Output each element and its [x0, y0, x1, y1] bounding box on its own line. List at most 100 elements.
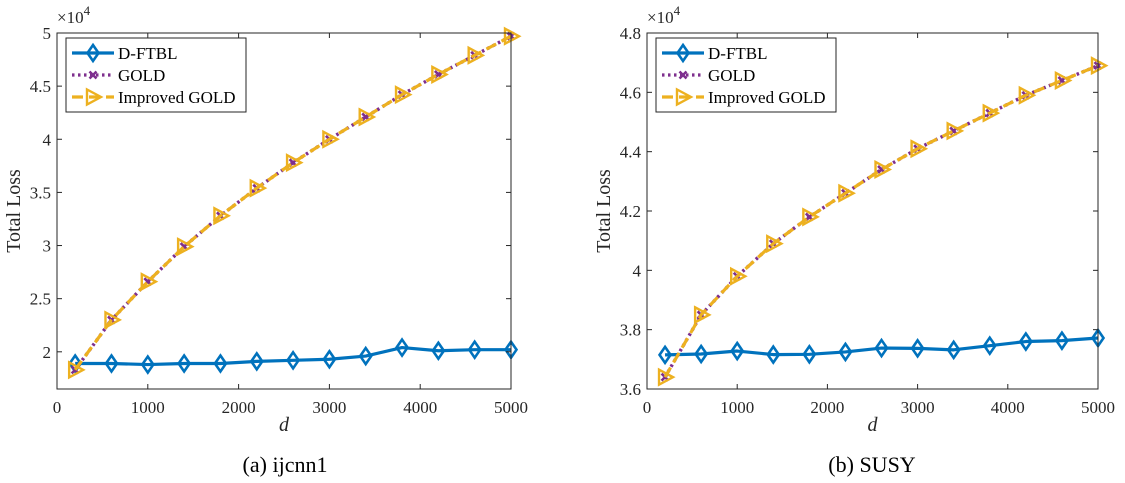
y-tick-label: 4.6: [620, 83, 641, 102]
data-point-dftbl: [982, 335, 997, 356]
data-point-dftbl: [946, 339, 961, 361]
legend-item-improved: Improved GOLD: [662, 87, 826, 107]
y-axis-multiplier: ×104: [57, 3, 91, 27]
data-point-improved: [910, 139, 929, 159]
data-point-dftbl: [657, 344, 673, 366]
data-point-dftbl: [177, 353, 192, 374]
x-tick-label: 2000: [810, 398, 844, 417]
data-point-improved: [874, 159, 893, 179]
series-line-improved: [663, 64, 1099, 378]
y-tick-label: 3.6: [620, 380, 641, 399]
y-tick-label: 3: [43, 237, 52, 256]
x-axis-label: d: [868, 414, 879, 436]
series-dftbl: [68, 337, 519, 375]
data-point-dftbl: [286, 350, 301, 371]
data-point-improved: [140, 272, 159, 292]
x-tick-label: 3000: [901, 398, 935, 417]
multiplier-exponent: 4: [674, 3, 681, 18]
legend-label: D-FTBL: [118, 44, 178, 63]
y-tick-label: 4.4: [620, 143, 642, 162]
legend: D-FTBL GOLD Improved GOLD: [65, 37, 247, 113]
data-point-dftbl: [766, 344, 781, 365]
data-point-improved: [503, 26, 522, 46]
x-tick-label: 3000: [312, 398, 346, 417]
data-point-improved: [1090, 56, 1109, 76]
data-point-improved: [394, 85, 413, 105]
multiplier-base: ×10: [647, 8, 674, 27]
x-tick-label: 4000: [403, 398, 437, 417]
data-point-dftbl: [140, 354, 155, 375]
x-tick-label: 1000: [131, 398, 165, 417]
x-tick-label: 1000: [720, 398, 754, 417]
data-point-dftbl: [838, 341, 853, 363]
data-point-improved: [285, 153, 304, 173]
data-point-improved: [982, 103, 1001, 123]
data-point-dftbl: [874, 337, 889, 359]
data-point-improved: [657, 367, 676, 387]
series-line-dftbl: [75, 345, 511, 367]
legend-item-gold: GOLD: [662, 66, 755, 85]
legend-item-dftbl: D-FTBL: [72, 42, 178, 64]
legend-marker: [675, 87, 694, 107]
x-axis-label: d: [279, 414, 290, 436]
multiplier-exponent: 4: [84, 3, 91, 18]
data-point-improved: [176, 237, 195, 257]
y-tick-label: 4.2: [620, 202, 641, 221]
data-point-dftbl: [394, 337, 410, 358]
y-tick-label: 4.5: [30, 77, 51, 96]
x-tick-label: 2000: [222, 398, 256, 417]
y-tick-label: 3.5: [30, 183, 51, 202]
legend-marker: [678, 70, 688, 80]
legend-item-gold: GOLD: [72, 66, 165, 85]
y-axis-label: Total Loss: [593, 169, 615, 253]
data-point-improved: [104, 310, 123, 330]
data-point-improved: [946, 121, 965, 141]
y-axis-multiplier: ×104: [647, 3, 681, 27]
data-point-improved: [213, 206, 231, 226]
data-point-improved: [467, 45, 486, 65]
legend-label: Improved GOLD: [708, 88, 826, 107]
x-tick-label: 4000: [991, 398, 1025, 417]
legend-marker: [85, 42, 101, 64]
axes-box: [56, 32, 512, 390]
legend-label: Improved GOLD: [118, 88, 236, 107]
data-point-improved: [1054, 70, 1073, 90]
data-point-dftbl: [358, 345, 373, 367]
panel-caption: (a) ijcnn1: [243, 452, 328, 477]
x-tick-label: 5000: [1081, 398, 1115, 417]
data-point-improved: [249, 178, 268, 198]
legend-marker: [88, 70, 98, 80]
data-point-dftbl: [1018, 331, 1033, 352]
data-point-improved: [67, 360, 86, 380]
data-point-dftbl: [694, 343, 709, 365]
y-tick-label: 2: [43, 343, 52, 362]
data-point-dftbl: [730, 340, 745, 362]
data-point-dftbl: [1054, 330, 1069, 351]
data-point-dftbl: [322, 348, 337, 370]
series-improved: [67, 26, 522, 380]
legend-marker: [675, 42, 691, 64]
data-point-improved: [431, 64, 449, 84]
series-dftbl: [657, 327, 1106, 366]
data-point-dftbl: [467, 339, 482, 360]
y-axis-label: Total Loss: [3, 169, 25, 253]
x-tick-label: 0: [53, 398, 62, 417]
data-point-improved: [838, 183, 856, 203]
data-point-improved: [358, 107, 377, 127]
chart-panel-2: 0 1000 2000 3000 4000 5000 3.6 3.8 4 4.2 4.4 4.6 4.8…: [593, 3, 1115, 477]
legend-marker: [85, 87, 104, 107]
y-tick-label: 4.8: [620, 24, 641, 43]
y-tick-label: 5: [43, 24, 52, 43]
legend-item-dftbl: D-FTBL: [662, 42, 768, 64]
legend-label: GOLD: [708, 66, 755, 85]
data-point-dftbl: [104, 353, 119, 374]
data-point-dftbl: [213, 353, 228, 374]
data-point-improved: [693, 305, 712, 325]
data-point-dftbl: [431, 340, 446, 362]
x-tick-label: 5000: [494, 398, 528, 417]
data-point-improved: [802, 207, 820, 227]
panel-caption: (b) SUSY: [828, 452, 916, 477]
legend: D-FTBL GOLD Improved GOLD: [655, 37, 837, 113]
data-point-improved: [766, 234, 784, 254]
x-tick-label: 0: [643, 398, 652, 417]
